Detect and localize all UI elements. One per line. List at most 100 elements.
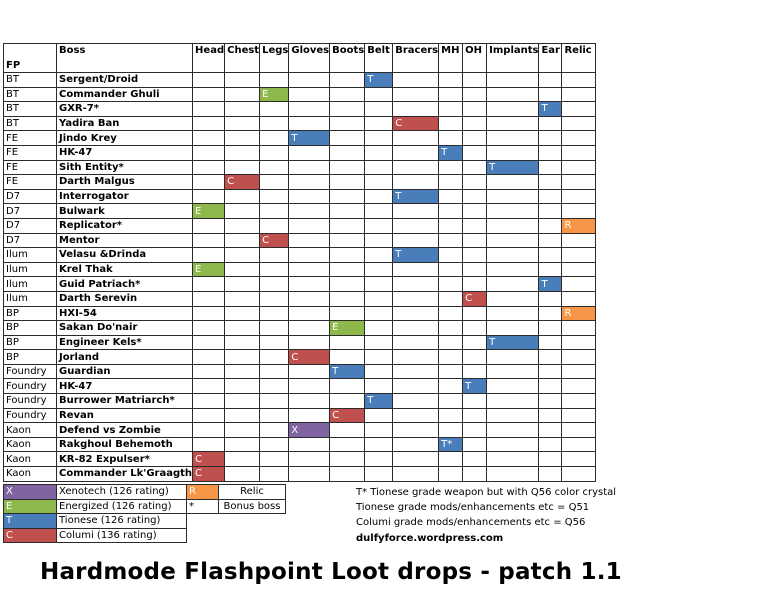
empty-cell bbox=[486, 232, 540, 249]
empty-cell bbox=[288, 393, 331, 409]
drop-cell: C bbox=[259, 232, 290, 249]
empty-cell bbox=[462, 334, 488, 351]
empty-cell bbox=[329, 188, 366, 205]
fp-cell: D7 bbox=[3, 217, 57, 234]
fp-cell: Foundry bbox=[3, 393, 57, 409]
empty-cell bbox=[538, 290, 563, 307]
empty-cell bbox=[462, 276, 488, 292]
empty-cell bbox=[364, 407, 394, 424]
empty-cell bbox=[364, 247, 394, 263]
empty-cell bbox=[486, 174, 540, 190]
loot-table-body: BT Sergent/Droid T BT Commander Ghuli E BT GXR-… bbox=[3, 72, 597, 482]
empty-cell bbox=[364, 436, 394, 453]
boss-cell: Darth Serevin bbox=[55, 290, 194, 307]
empty-cell bbox=[392, 174, 440, 190]
empty-cell bbox=[392, 203, 440, 219]
empty-cell bbox=[224, 393, 261, 409]
empty-cell bbox=[561, 174, 597, 190]
empty-cell bbox=[538, 363, 563, 380]
empty-cell bbox=[486, 247, 540, 263]
empty-cell bbox=[192, 232, 226, 249]
empty-cell bbox=[561, 363, 597, 380]
empty-cell bbox=[392, 217, 440, 234]
empty-cell bbox=[192, 363, 226, 380]
empty-cell bbox=[288, 188, 331, 205]
empty-cell bbox=[486, 349, 540, 365]
table-row: Ilum Darth Serevin C bbox=[3, 290, 597, 307]
empty-cell bbox=[538, 174, 563, 190]
empty-cell bbox=[392, 407, 440, 424]
boss-cell: Rakghoul Behemoth bbox=[55, 436, 194, 453]
empty-cell bbox=[462, 305, 488, 322]
header-chest: Chest bbox=[224, 43, 261, 73]
table-row: Ilum Guid Patriach* T bbox=[3, 276, 597, 292]
table-row: BP Engineer Kels* T bbox=[3, 334, 597, 351]
fp-cell: FE bbox=[3, 144, 57, 161]
empty-cell bbox=[561, 466, 597, 482]
drop-cell: X bbox=[288, 422, 331, 438]
empty-cell bbox=[364, 334, 394, 351]
legend-extra-label: Relic bbox=[218, 484, 286, 500]
legend-body: X Xenotech (126 rating) R Relic E Energized (… bbox=[3, 484, 286, 544]
empty-cell bbox=[329, 130, 366, 146]
empty-cell bbox=[288, 451, 331, 468]
drop-cell: C bbox=[224, 174, 261, 190]
empty-cell bbox=[392, 232, 440, 249]
empty-cell bbox=[288, 247, 331, 263]
empty-cell bbox=[538, 72, 563, 88]
empty-cell bbox=[538, 217, 563, 234]
legend-swatch: C bbox=[3, 527, 57, 544]
header-belt: Belt bbox=[364, 43, 394, 73]
drop-cell: T bbox=[438, 144, 464, 161]
empty-cell bbox=[462, 144, 488, 161]
empty-cell bbox=[192, 188, 226, 205]
empty-cell bbox=[224, 144, 261, 161]
legend-row: T Tionese (126 rating) bbox=[3, 513, 286, 529]
empty-cell bbox=[259, 174, 290, 190]
empty-cell bbox=[224, 451, 261, 468]
empty-cell bbox=[288, 436, 331, 453]
empty-cell bbox=[538, 393, 563, 409]
empty-cell bbox=[364, 159, 394, 176]
legend-row: C Columi (136 rating) bbox=[3, 527, 286, 544]
note-columi: Columi grade mods/enhancements etc = Q56 bbox=[356, 517, 586, 529]
fp-cell: BP bbox=[3, 305, 57, 322]
empty-cell bbox=[259, 378, 290, 395]
drop-cell: C bbox=[288, 349, 331, 365]
empty-cell bbox=[259, 422, 290, 438]
fp-cell: Kaon bbox=[3, 422, 57, 438]
empty-cell bbox=[561, 159, 597, 176]
empty-cell bbox=[462, 320, 488, 336]
empty-cell bbox=[538, 466, 563, 482]
empty-cell bbox=[192, 422, 226, 438]
empty-cell bbox=[364, 101, 394, 117]
empty-cell bbox=[259, 247, 290, 263]
empty-cell bbox=[538, 261, 563, 278]
drop-cell: C bbox=[192, 451, 226, 468]
empty-cell bbox=[364, 261, 394, 278]
empty-cell bbox=[259, 436, 290, 453]
legend-row: E Energized (126 rating) * Bonus boss bbox=[3, 498, 286, 515]
empty-cell bbox=[438, 159, 464, 176]
header-boss: Boss bbox=[55, 43, 194, 73]
empty-cell bbox=[224, 247, 261, 263]
empty-cell bbox=[329, 247, 366, 263]
empty-cell bbox=[288, 334, 331, 351]
fp-cell: Kaon bbox=[3, 436, 57, 453]
empty-cell bbox=[486, 451, 540, 468]
empty-cell bbox=[329, 174, 366, 190]
boss-cell: Interrogator bbox=[55, 188, 194, 205]
table-row: BP Sakan Do'nair E bbox=[3, 320, 597, 336]
empty-cell bbox=[364, 144, 394, 161]
empty-cell bbox=[538, 115, 563, 132]
empty-cell bbox=[486, 466, 540, 482]
empty-cell bbox=[192, 144, 226, 161]
empty-cell bbox=[364, 378, 394, 395]
empty-cell bbox=[224, 72, 261, 88]
boss-cell: Velasu &Drinda bbox=[55, 247, 194, 263]
empty-cell bbox=[329, 422, 366, 438]
boss-cell: Darth Malgus bbox=[55, 174, 194, 190]
empty-cell bbox=[486, 363, 540, 380]
empty-cell bbox=[538, 159, 563, 176]
empty-cell bbox=[364, 203, 394, 219]
